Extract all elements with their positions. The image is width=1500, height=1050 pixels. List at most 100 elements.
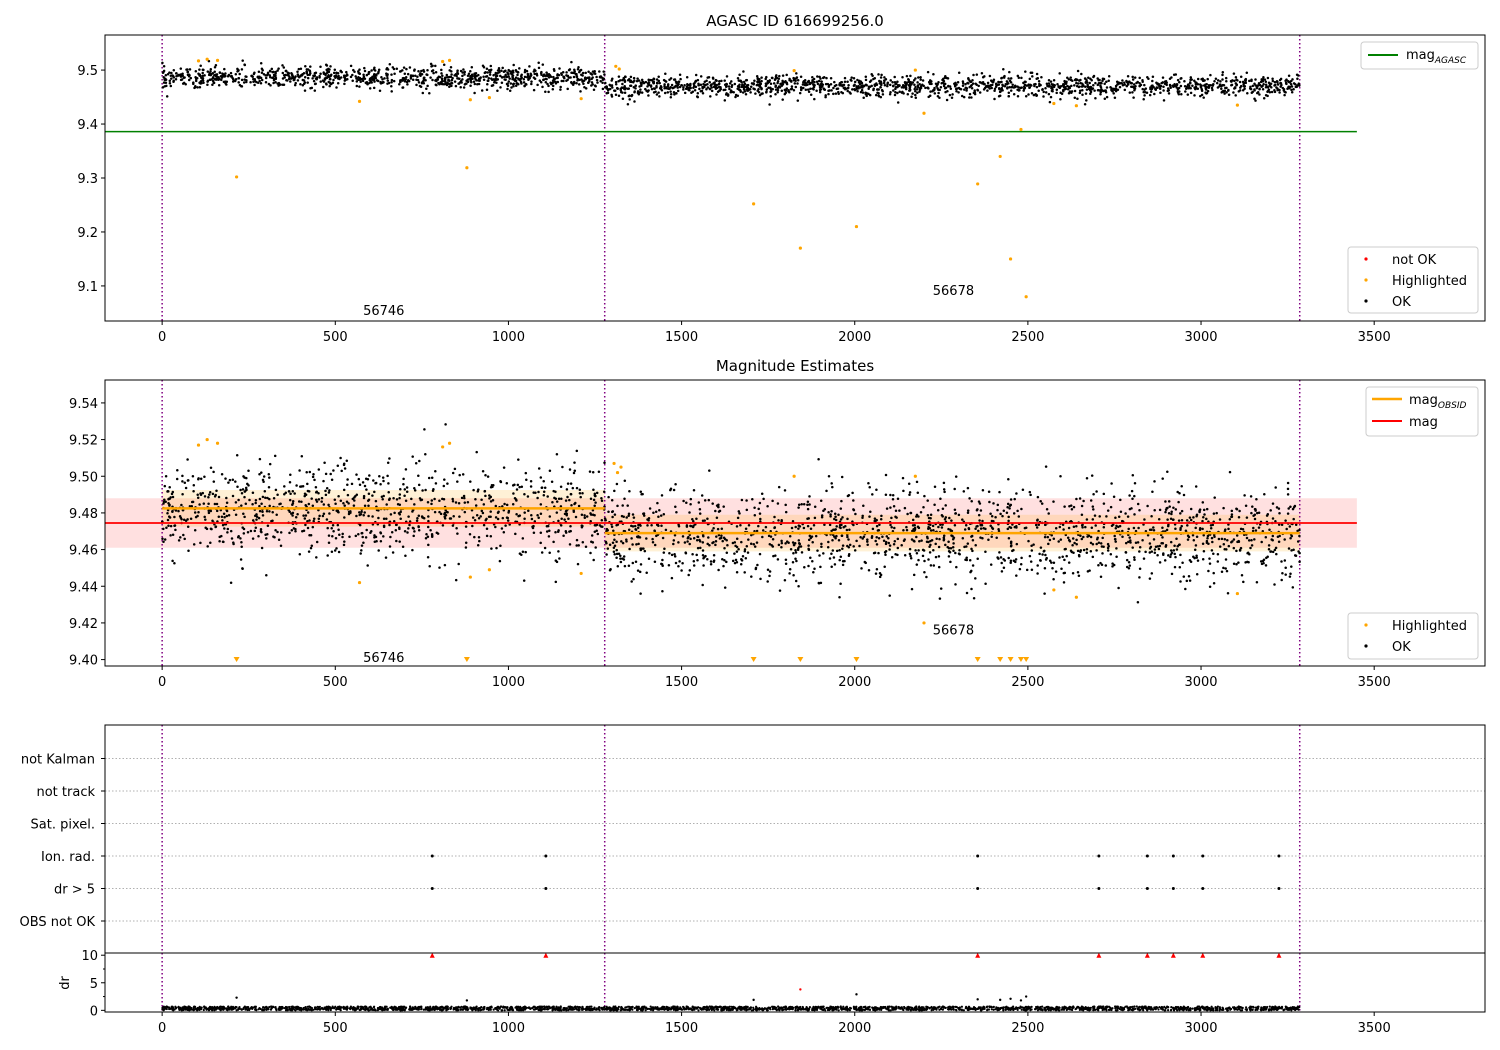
magnitude-ok-point [1267, 547, 1271, 551]
magnitude-ok-point [182, 518, 186, 521]
agasc-ok-point [306, 73, 310, 77]
magnitude-ok-point [186, 525, 190, 529]
agasc-ok-point [170, 71, 173, 75]
magnitude-ok-point [1009, 561, 1012, 565]
agasc-ok-point [1047, 79, 1051, 82]
agasc-ok-point [788, 91, 791, 94]
magnitude-ok-point [611, 515, 614, 519]
agasc-ok-point [507, 75, 510, 78]
agasc-ok-point [933, 92, 937, 95]
agasc-ok-point [962, 95, 966, 99]
agasc-ok-point [898, 84, 901, 87]
agasc-ok-point [641, 80, 645, 84]
magnitude-ok-point [600, 496, 603, 500]
magnitude-ok-point [607, 495, 610, 499]
magnitude-ok-point [395, 498, 399, 501]
magnitude-ok-point [1015, 492, 1018, 495]
magnitude-ok-point [612, 529, 615, 533]
agasc-ok-point [429, 76, 432, 79]
magnitude-ok-point [1218, 545, 1222, 548]
agasc-ok-point [640, 78, 644, 82]
magnitude-ok-point [358, 483, 362, 487]
magnitude-ok-point [630, 580, 633, 583]
agasc-ok-point [1264, 83, 1268, 86]
agasc-ok-point [1044, 91, 1048, 94]
magnitude-ok-point [564, 499, 568, 502]
magnitude-ok-point [953, 487, 956, 491]
agasc-ok-point [1224, 86, 1227, 90]
magnitude-ok-point [164, 475, 168, 478]
magnitude-ok-point [1024, 526, 1028, 529]
magnitude-ok-point [434, 482, 438, 485]
agasc-ok-point [965, 89, 968, 92]
agasc-ok-point [601, 87, 605, 91]
magnitude-ok-point [420, 498, 424, 502]
magnitude-ok-point [554, 530, 557, 534]
magnitude-ok-point [294, 527, 297, 531]
agasc-ok-point [1200, 89, 1204, 93]
magnitude-ok-point [1150, 572, 1154, 575]
magnitude-ok-point [334, 502, 337, 505]
agasc-ok-point [207, 59, 211, 63]
agasc-ok-point [200, 76, 203, 79]
agasc-ok-point [1273, 80, 1277, 84]
agasc-ok-point [297, 75, 300, 78]
agasc-ok-point [667, 87, 670, 91]
agasc-ok-point [710, 86, 713, 89]
agasc-ok-point [657, 91, 660, 94]
agasc-ok-point [480, 89, 484, 92]
agasc-ok-point [321, 79, 325, 82]
magnitude-ok-point [480, 498, 483, 502]
magnitude-ok-point [348, 535, 351, 539]
magnitude-ok-point [227, 514, 231, 517]
agasc-ok-point [942, 79, 946, 83]
agasc-ok-point [243, 63, 246, 66]
magnitude-ok-point [939, 587, 943, 590]
magnitude-ok-point [608, 568, 612, 572]
agasc-ok-point [1271, 79, 1275, 83]
agasc-ok-point [573, 70, 576, 73]
magnitude-ok-point [171, 490, 175, 494]
agasc-ok-point [512, 82, 516, 85]
agasc-ok-point [1076, 82, 1080, 85]
magnitude-ok-point [575, 544, 578, 547]
magnitude-ok-point [189, 517, 193, 520]
magnitude-ok-point [814, 534, 818, 538]
agasc-ok-point [888, 93, 892, 96]
magnitude-ok-point [371, 494, 374, 497]
magnitude-ok-point [870, 536, 874, 540]
magnitude-ok-point [240, 492, 244, 495]
magnitude-ok-point [1127, 540, 1130, 544]
agasc-ok-point [628, 98, 631, 101]
agasc-ok-point [639, 88, 642, 91]
agasc-ok-point [582, 79, 586, 83]
agasc-ok-point [1234, 75, 1238, 79]
magnitude-ok-point [638, 570, 642, 574]
agasc-ok-point [838, 81, 842, 85]
magnitude-ok-point [301, 529, 304, 533]
magnitude-ok-point [588, 470, 592, 473]
agasc-ok-point [601, 76, 604, 80]
agasc-ok-point [559, 85, 562, 89]
magnitude-ok-point [846, 535, 849, 539]
agasc-ok-point [523, 75, 527, 79]
magnitude-ok-point [1202, 550, 1206, 553]
magnitude-ok-point [839, 518, 843, 521]
magnitude-ok-point [834, 518, 838, 522]
agasc-highlighted-point [1019, 127, 1023, 132]
agasc-ok-point [522, 78, 526, 81]
magnitude-ok-point [445, 510, 449, 514]
magnitude-ok-point [244, 502, 248, 506]
magnitude-ok-point [1274, 546, 1278, 550]
magnitude-ok-point [747, 523, 751, 527]
magnitude-ok-point [198, 503, 201, 506]
agasc-ok-point [1096, 88, 1100, 92]
magnitude-ok-point [1232, 538, 1236, 541]
agasc-ok-point [1059, 97, 1062, 101]
magnitude-ok-point [848, 528, 851, 531]
magnitude-ok-point [1092, 508, 1095, 511]
agasc-ok-point [1221, 78, 1224, 81]
magnitude-ok-point [1293, 504, 1297, 508]
magnitude-ok-point [176, 468, 179, 472]
magnitude-ok-point [623, 479, 627, 483]
